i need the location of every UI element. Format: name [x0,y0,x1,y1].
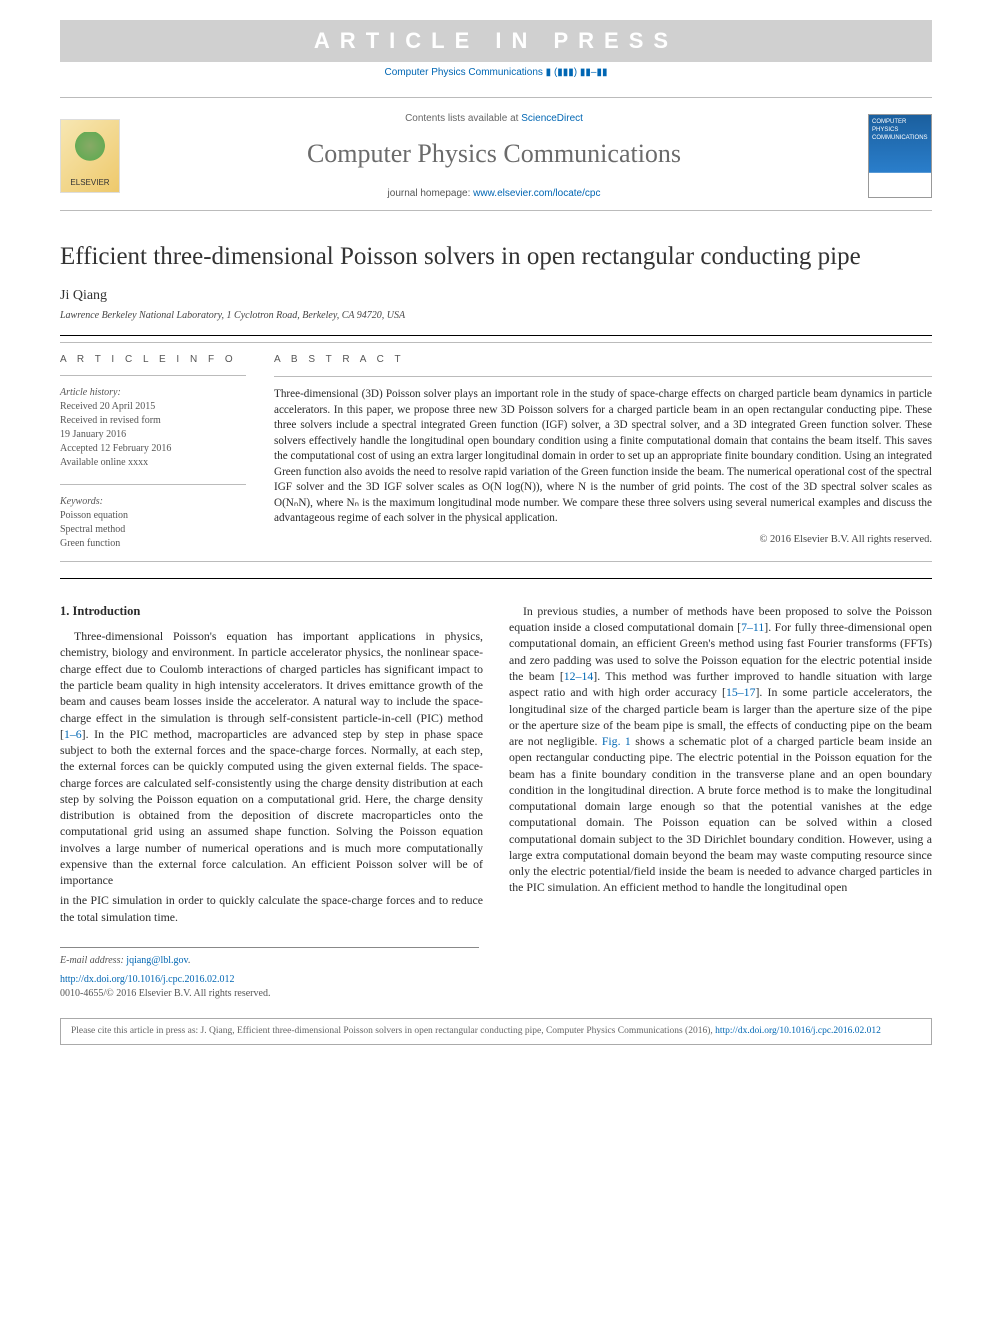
divider [60,335,932,336]
journal-header-center: Contents lists available at ScienceDirec… [138,112,850,200]
corresponding-email-link[interactable]: jqiang@lbl.gov [126,955,188,966]
history-label: Article history: [60,387,121,398]
history-revised-1: Received in revised form [60,414,246,428]
ref-7-11-link[interactable]: 7–11 [741,620,764,634]
email-line: E-mail address: jqiang@lbl.gov. [60,954,479,968]
divider-light [60,342,932,343]
article-author: Ji Qiang [60,287,932,306]
homepage-line: journal homepage: www.elsevier.com/locat… [138,187,850,201]
article-body: 1. Introduction Three-dimensional Poisso… [60,603,932,925]
section-1-para-2b: In previous studies, a number of methods… [509,603,932,896]
history-received: Received 20 April 2015 [60,400,246,414]
homepage-prefix: journal homepage: [388,188,474,199]
divider-thick [60,578,932,579]
article-info-col: A R T I C L E I N F O Article history: R… [60,353,246,551]
banner-subtitle: Computer Physics Communications ▮ (▮▮▮) … [60,66,932,80]
divider-light [60,375,246,376]
abstract-col: A B S T R A C T Three-dimensional (3D) P… [274,353,932,551]
journal-name: Computer Physics Communications [138,136,850,171]
article-in-press-banner: ARTICLE IN PRESS [60,20,932,62]
email-label: E-mail address: [60,955,126,966]
contents-prefix: Contents lists available at [405,113,521,124]
divider-light [60,484,246,485]
ref-1-6-link[interactable]: 1–6 [64,727,82,741]
divider-light [60,561,932,562]
article-title: Efficient three-dimensional Poisson solv… [60,241,932,272]
publisher-label: ELSEVIER [70,178,109,189]
keyword-2: Spectral method [60,523,246,537]
doi-line: http://dx.doi.org/10.1016/j.cpc.2016.02.… [60,973,479,987]
keyword-3: Green function [60,537,246,551]
article-footer: E-mail address: jqiang@lbl.gov. http://d… [60,947,479,1001]
elsevier-logo: ELSEVIER [60,119,120,193]
keywords-label: Keywords: [60,496,103,507]
abstract-heading: A B S T R A C T [274,353,932,367]
sciencedirect-link[interactable]: ScienceDirect [521,113,583,124]
issn-line: 0010-4655/© 2016 Elsevier B.V. All right… [60,987,479,1001]
ref-15-17-link[interactable]: 15–17 [726,685,756,699]
article-affiliation: Lawrence Berkeley National Laboratory, 1… [60,309,932,323]
article-info-heading: A R T I C L E I N F O [60,353,246,367]
doi-link[interactable]: http://dx.doi.org/10.1016/j.cpc.2016.02.… [60,974,235,985]
fig-1-link[interactable]: Fig. 1 [602,734,631,748]
divider-light [274,376,932,377]
history-online: Available online xxxx [60,456,246,470]
journal-cover-thumb: COMPUTER PHYSICS COMMUNICATIONS [868,114,932,198]
section-1-heading: 1. Introduction [60,603,483,620]
section-1-para-1: Three-dimensional Poisson's equation has… [60,628,483,888]
section-1-para-2a: in the PIC simulation in order to quickl… [60,892,483,925]
journal-header: ELSEVIER Contents lists available at Sci… [60,97,932,211]
ref-12-14-link[interactable]: 12–14 [564,669,594,683]
abstract-copyright: © 2016 Elsevier B.V. All rights reserved… [274,533,932,547]
keyword-1: Poisson equation [60,509,246,523]
history-revised-2: 19 January 2016 [60,428,246,442]
citation-box: Please cite this article in press as: J.… [60,1018,932,1045]
citation-doi-link[interactable]: http://dx.doi.org/10.1016/j.cpc.2016.02.… [715,1026,881,1036]
history-accepted: Accepted 12 February 2016 [60,442,246,456]
elsevier-tree-icon [72,132,108,178]
homepage-link[interactable]: www.elsevier.com/locate/cpc [473,188,600,199]
meta-abstract-row: A R T I C L E I N F O Article history: R… [60,353,932,551]
citation-text: Please cite this article in press as: J.… [71,1026,715,1036]
contents-line: Contents lists available at ScienceDirec… [138,112,850,126]
abstract-body: Three-dimensional (3D) Poisson solver pl… [274,387,932,526]
